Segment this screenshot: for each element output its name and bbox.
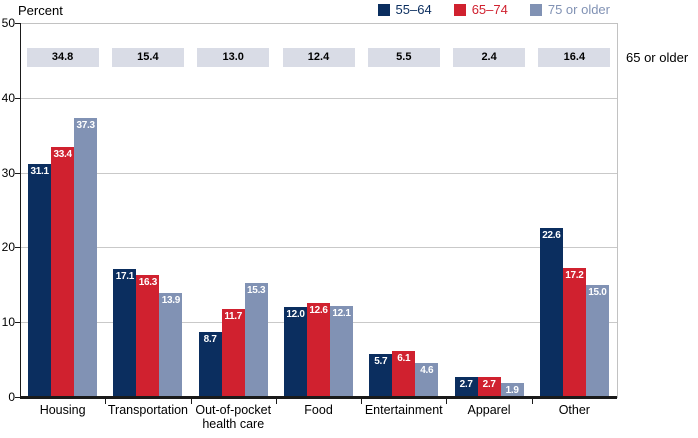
bar-value-label: 12.6 — [309, 305, 328, 316]
category-label: Apparel — [467, 403, 511, 417]
bar-value-label: 2.7 — [459, 379, 473, 390]
bar: 1.9 — [500, 383, 524, 397]
bar: 12.6 — [307, 303, 330, 397]
bar: 5.7 — [369, 354, 393, 397]
category-label: Entertainment — [364, 403, 443, 417]
legend-swatch-icon — [529, 3, 542, 16]
y-tick — [15, 98, 20, 99]
bar: 37.3 — [74, 118, 98, 397]
legend-label: 55–64 — [395, 2, 432, 17]
bar: 13.9 — [159, 293, 183, 397]
bar: 12.0 — [284, 307, 307, 397]
bar: 15.0 — [585, 285, 609, 397]
category-label: Housing — [39, 403, 86, 417]
bar-value-label: 22.6 — [542, 230, 561, 241]
y-tick — [15, 173, 20, 174]
bar-value-label: 6.1 — [397, 353, 411, 364]
y-tick — [15, 322, 20, 323]
bar: 15.3 — [244, 283, 268, 397]
legend-label: 65–74 — [471, 2, 508, 17]
y-tick-label: 50 — [1, 16, 15, 30]
legend-item: 65–74 — [453, 2, 508, 17]
bar-value-label: 5.7 — [374, 356, 388, 367]
legend-swatch-icon — [377, 3, 390, 16]
category-tick — [275, 399, 277, 404]
bar-value-label: 4.6 — [420, 365, 434, 376]
legend-label: 75 or older — [547, 2, 610, 17]
category-tick — [105, 399, 107, 404]
category-label: Transportation — [107, 403, 189, 417]
category-label: Food — [304, 403, 333, 417]
y-tick-label: 10 — [1, 315, 15, 329]
legend-item: 55–64 — [377, 2, 432, 17]
bar: 12.1 — [330, 306, 353, 397]
bar: 22.6 — [539, 228, 563, 397]
bar: 17.2 — [562, 268, 586, 397]
bar: 2.7 — [454, 377, 478, 397]
legend-item: 75 or older — [529, 2, 610, 17]
y-tick-label: 40 — [1, 91, 15, 105]
bar-value-label: 16.3 — [138, 277, 158, 288]
bar-value-label: 12.0 — [286, 309, 305, 320]
y-axis-line — [20, 23, 21, 397]
y-tick — [15, 23, 20, 24]
bar-value-label: 37.3 — [76, 120, 95, 131]
band-side-label: 65 or older — [626, 50, 689, 65]
band-value-box: 5.5 — [367, 48, 440, 67]
bar-value-label: 13.9 — [161, 295, 181, 306]
y-tick — [15, 247, 20, 248]
legend: 55–64 65–74 75 or older — [377, 2, 610, 17]
band-value-box: 16.4 — [538, 48, 611, 67]
x-axis-line — [20, 396, 617, 399]
gridline — [21, 247, 617, 248]
y-tick — [15, 397, 20, 398]
bar-value-label: 17.2 — [565, 270, 584, 281]
y-tick-label: 20 — [1, 240, 15, 254]
category-label: Out-of-pocket health care — [195, 403, 272, 432]
bar: 17.1 — [113, 269, 137, 397]
category-tick — [190, 399, 192, 404]
band-value-box: 34.8 — [26, 48, 99, 67]
category-label: Other — [558, 403, 590, 417]
bar: 8.7 — [198, 332, 222, 397]
gridline — [21, 98, 617, 99]
bar-value-label: 31.1 — [30, 166, 49, 177]
y-tick-label: 30 — [1, 166, 15, 180]
bar-value-label: 8.7 — [203, 334, 217, 345]
bar-value-label: 15.3 — [247, 285, 266, 296]
bar: 6.1 — [392, 351, 416, 397]
y-axis-title: Percent — [18, 3, 63, 18]
legend-swatch-icon — [453, 3, 466, 16]
bar-value-label: 33.4 — [53, 149, 72, 160]
bar-value-label: 2.7 — [482, 379, 496, 390]
bar: 16.3 — [136, 275, 160, 397]
category-tick — [531, 399, 533, 404]
band-value-box: 12.4 — [282, 48, 355, 67]
band-value-box: 2.4 — [453, 48, 526, 67]
bar: 33.4 — [51, 147, 75, 397]
band-value-box: 15.4 — [111, 48, 184, 67]
bar-value-label: 1.9 — [505, 385, 519, 396]
gridline — [21, 173, 617, 174]
plot-area — [20, 23, 618, 398]
bar-value-label: 15.0 — [588, 287, 607, 298]
bar: 2.7 — [477, 377, 501, 397]
y-tick-label: 0 — [8, 390, 15, 404]
category-tick — [361, 399, 363, 404]
bar: 31.1 — [28, 164, 52, 397]
bar: 11.7 — [221, 309, 245, 397]
category-tick — [446, 399, 448, 404]
bar-value-label: 11.7 — [224, 311, 243, 322]
bar-value-label: 12.1 — [332, 308, 351, 319]
bar-value-label: 17.1 — [115, 271, 135, 282]
band-value-box: 13.0 — [197, 48, 270, 67]
bar: 4.6 — [415, 363, 439, 397]
